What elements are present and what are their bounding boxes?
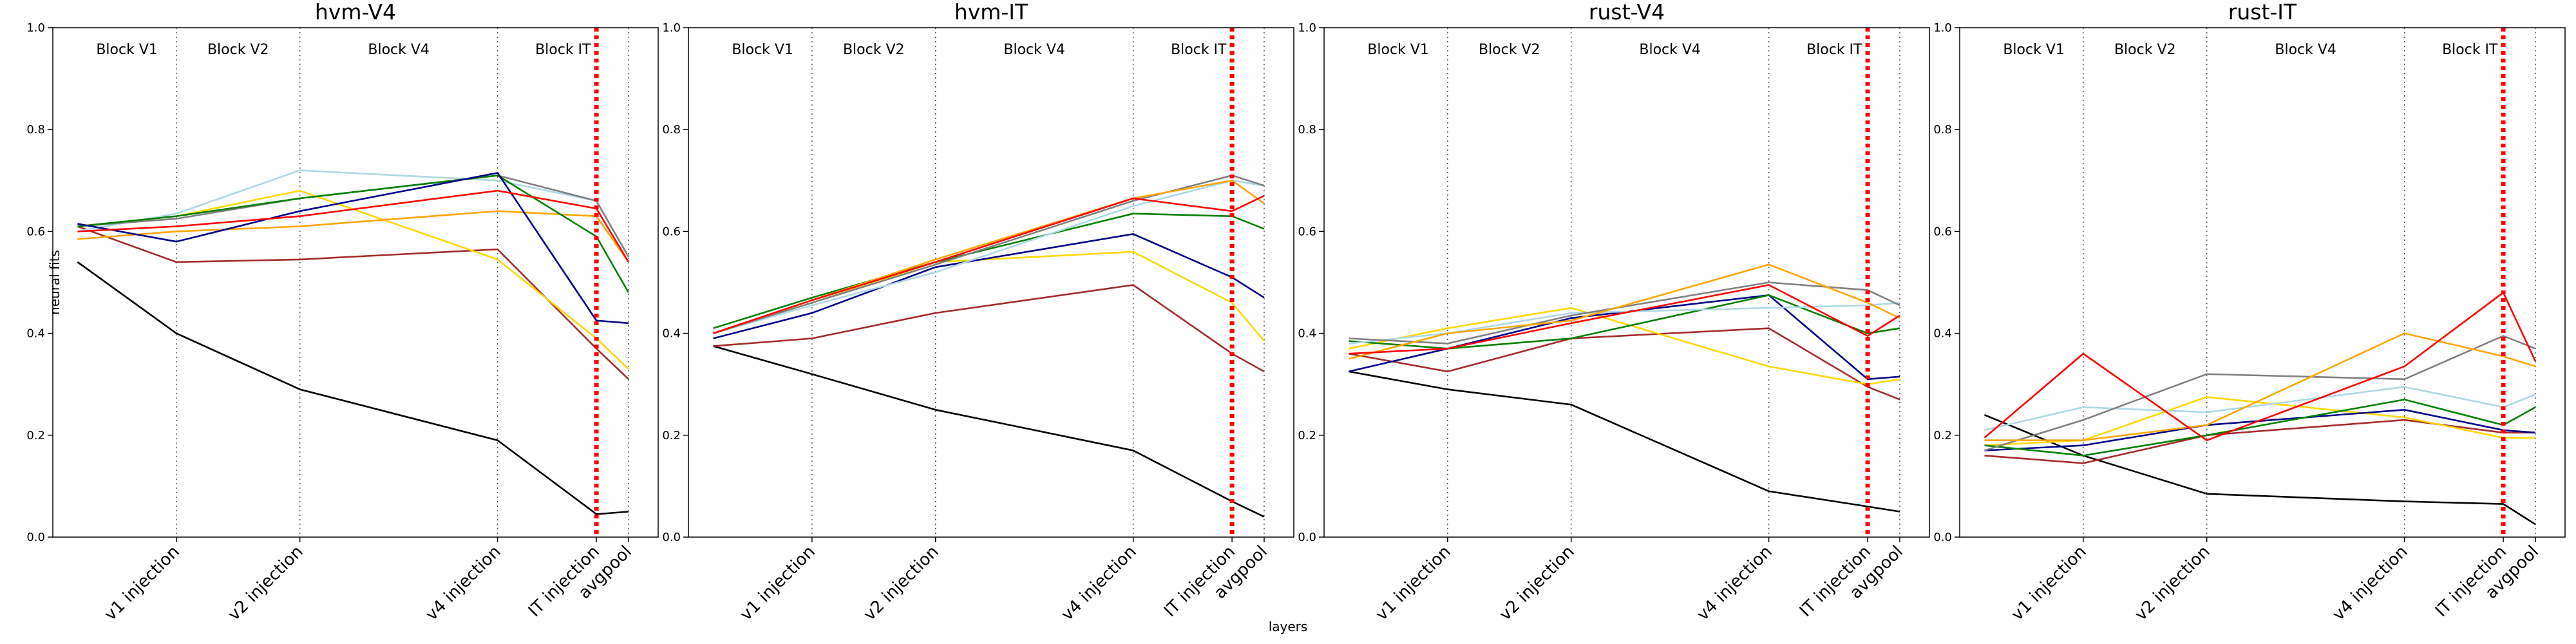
y-tick-label: 0.4 [26, 327, 45, 341]
block-label: Block V1 [2003, 42, 2065, 58]
x-tick-label: v1 injection [1372, 542, 1455, 625]
block-label: Block V4 [1639, 42, 1701, 58]
series-line [77, 225, 629, 380]
series-line [1984, 332, 2536, 442]
x-tick-label: v4 injection [1693, 542, 1776, 625]
y-tick-label: 0.4 [662, 327, 681, 341]
chart-title: rust-V4 [1589, 0, 1665, 24]
x-tick-label: v2 injection [1495, 542, 1578, 625]
series-line [77, 261, 629, 515]
series-line [77, 171, 629, 325]
y-tick-label: 0.0 [662, 531, 681, 544]
y-tick-label: 0.8 [1933, 123, 1952, 137]
y-tick-label: 1.0 [1933, 21, 1952, 35]
series-line [1349, 370, 1900, 513]
x-tick-label: v1 injection [2008, 542, 2090, 625]
panel: hvm-V4 neural fits Block V1 Block V2 Block V… [26, 0, 659, 625]
block-label: Block IT [1806, 42, 1862, 58]
series-line [1984, 408, 2536, 451]
series-line [1984, 419, 2535, 464]
y-tick-label: 1.0 [26, 21, 45, 35]
series-line [712, 194, 1265, 334]
plot-frame [1323, 27, 1930, 538]
y-tick-label: 0.6 [26, 225, 45, 238]
y-tick-label: 0.2 [662, 429, 681, 442]
y-tick-label: 1.0 [662, 21, 681, 35]
series-line [713, 251, 1265, 342]
series-line [1349, 307, 1900, 386]
series-line [1984, 335, 2536, 451]
y-tick-label: 0.2 [26, 429, 45, 442]
x-tick-label: v2 injection [2131, 542, 2213, 625]
series-line [713, 175, 1265, 334]
block-label: Block V2 [207, 42, 269, 58]
series-line [1349, 263, 1900, 360]
x-tick-label: v4 injection [1057, 542, 1140, 625]
plot-frame [688, 27, 1294, 538]
block-label: Block V4 [1003, 42, 1065, 58]
panel: hvm-IT Block V1 Block V2 Block V4 Block IT 0.… [662, 0, 1294, 625]
series-line [713, 179, 1265, 334]
series-line [1349, 281, 1900, 345]
series-line [77, 210, 630, 263]
y-tick-label: 0.4 [1298, 327, 1316, 341]
block-label: Block IT [1171, 42, 1227, 58]
y-tick-label: 0.6 [1933, 225, 1952, 238]
x-tick-label: v1 injection [737, 542, 819, 625]
x-tick-label: v2 injection [224, 542, 307, 625]
series-line [1349, 327, 1900, 401]
y-tick-label: 0.8 [26, 123, 45, 137]
series-line [77, 189, 630, 263]
x-tick-label: v4 injection [422, 542, 504, 625]
panel: rust-V4 Block V1 Block V2 Block V4 Block IT 0… [1298, 0, 1930, 625]
block-label: Block V2 [2114, 42, 2176, 58]
series-line [1984, 396, 2535, 446]
series-line [1349, 294, 1900, 381]
block-label: Block V4 [2275, 42, 2336, 58]
y-tick-label: 0.6 [1298, 225, 1316, 238]
block-label: Block IT [2442, 42, 2498, 58]
y-tick-label: 0.2 [1933, 429, 1952, 442]
plot-frame [52, 27, 659, 538]
chart-title: rust-IT [2228, 0, 2297, 24]
series-line [1349, 294, 1900, 350]
block-label: Block V1 [732, 42, 793, 58]
x-tick-label: v2 injection [860, 542, 942, 625]
series-line [713, 284, 1265, 373]
series-line [713, 213, 1265, 329]
block-label: Block V1 [96, 42, 158, 58]
block-label: Block IT [535, 42, 591, 58]
block-label: Block V2 [843, 42, 905, 58]
series-line [713, 233, 1265, 339]
y-tick-label: 0.8 [662, 123, 681, 137]
series-line [713, 345, 1265, 518]
y-tick-label: 0.0 [1298, 531, 1316, 544]
chart-title: hvm-IT [954, 0, 1028, 24]
y-tick-label: 0.8 [1298, 123, 1316, 137]
y-tick-label: 0.0 [26, 531, 45, 544]
series-line [1349, 284, 1900, 355]
x-tick-label: v1 injection [101, 542, 184, 625]
chart-title: hvm-V4 [315, 0, 396, 24]
plot-frame [1959, 27, 2566, 538]
y-axis-label: neural fits [47, 250, 62, 315]
series-line [1984, 386, 2536, 431]
block-label: Block V1 [1367, 42, 1429, 58]
series-line [1984, 413, 2536, 526]
y-tick-label: 0.4 [1933, 327, 1952, 341]
x-tick-label: v4 injection [2329, 542, 2411, 625]
x-axis-label: layers [1269, 619, 1308, 634]
panel: rust-IT Block V1 Block V2 Block V4 Block IT 0… [1933, 0, 2566, 625]
y-tick-label: 1.0 [1298, 21, 1316, 35]
y-tick-label: 0.2 [1298, 429, 1316, 442]
block-label: Block V4 [368, 42, 430, 58]
series-line [1984, 399, 2536, 457]
block-label: Block V2 [1479, 42, 1540, 58]
y-tick-label: 0.0 [1933, 531, 1952, 544]
series-line [77, 175, 630, 293]
y-tick-label: 0.6 [662, 225, 681, 238]
series-line [1984, 291, 2537, 442]
